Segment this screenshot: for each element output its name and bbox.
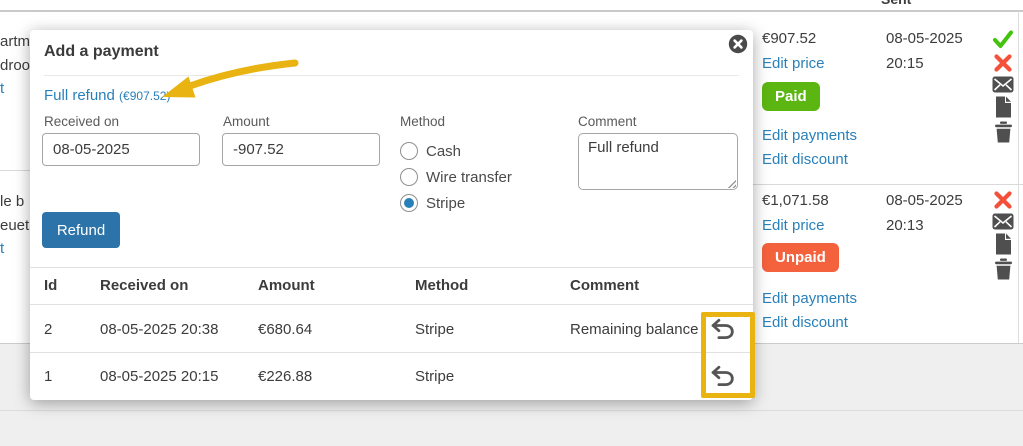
row-actions (992, 190, 1014, 280)
cancel-x-icon[interactable] (993, 53, 1013, 73)
row-actions (992, 28, 1014, 143)
radio-label: Cash (426, 142, 462, 160)
price-value: €1,071.58 (762, 192, 829, 209)
col-header-id: Id (44, 277, 58, 294)
cell-method: Stripe (415, 368, 455, 385)
sent-date: 08-05-2025 (886, 30, 963, 47)
title-divider (44, 75, 739, 76)
full-refund-text: Full refund (44, 87, 115, 104)
bg-link-fragment[interactable]: t (0, 80, 5, 97)
edit-discount-link[interactable]: Edit discount (762, 314, 848, 331)
method-label: Method (400, 114, 446, 129)
bg-link-fragment[interactable]: t (0, 240, 5, 257)
row-separator (753, 184, 1023, 185)
price-value: €907.52 (762, 30, 817, 47)
comment-field-wrap: Full refund (578, 133, 738, 190)
undo-icon (711, 365, 734, 387)
row-separator (0, 170, 30, 171)
email-icon[interactable] (992, 76, 1014, 93)
add-payment-modal: Add a payment Full refund (€907.52) Rece… (30, 30, 753, 400)
column-header-sent: Sent (881, 0, 911, 7)
sent-time: 20:13 (886, 217, 924, 234)
cell-amount: €226.88 (258, 368, 313, 385)
undo-icon (711, 318, 734, 340)
cell-method: Stripe (415, 321, 455, 338)
bg-text-fragment: droo (0, 57, 31, 74)
table-header-border (0, 10, 1023, 12)
comment-textarea[interactable]: Full refund (578, 133, 738, 190)
horizontal-divider (0, 410, 1023, 411)
cell-amount: €680.64 (258, 321, 313, 338)
cell-id: 1 (44, 368, 53, 385)
document-icon[interactable] (993, 233, 1013, 255)
bg-text-fragment: euet (0, 217, 30, 234)
table-border (30, 352, 753, 353)
received-on-input[interactable] (42, 133, 200, 166)
trash-icon[interactable] (994, 121, 1013, 143)
radio-label: Stripe (426, 194, 466, 212)
radio-circle-selected (400, 194, 418, 212)
table-border (30, 267, 753, 268)
refund-button[interactable]: Refund (42, 212, 120, 248)
col-header-method: Method (415, 277, 469, 294)
modal-title: Add a payment (44, 43, 159, 60)
edit-discount-link[interactable]: Edit discount (762, 151, 848, 168)
trash-icon[interactable] (994, 258, 1013, 280)
edit-payments-link[interactable]: Edit payments (762, 127, 858, 144)
radio-stripe[interactable]: Stripe (400, 192, 465, 214)
status-badge: Paid (762, 82, 820, 111)
document-icon[interactable] (993, 96, 1013, 118)
radio-label: Wire transfer (426, 168, 512, 186)
column-border (1018, 11, 1019, 343)
status-badge: Unpaid (762, 243, 839, 272)
comment-label: Comment (578, 114, 637, 129)
cancel-x-icon[interactable] (993, 190, 1013, 210)
cell-comment: Remaining balance (570, 321, 699, 338)
full-refund-link[interactable]: Full refund (€907.52) (44, 87, 170, 104)
table-border (30, 304, 753, 305)
bg-text-fragment: artm (0, 33, 30, 50)
full-refund-amount: (€907.52) (119, 89, 171, 103)
edit-payments-link[interactable]: Edit payments (762, 290, 858, 307)
undo-payment-button[interactable] (708, 363, 738, 391)
col-header-comment: Comment (570, 277, 640, 294)
email-icon[interactable] (992, 213, 1014, 230)
confirm-check-icon[interactable] (992, 28, 1014, 50)
amount-label: Amount (223, 114, 270, 129)
undo-payment-button[interactable] (708, 316, 738, 344)
bg-text-fragment: le b (0, 193, 25, 210)
sent-date: 08-05-2025 (886, 192, 963, 209)
col-header-amount: Amount (258, 277, 315, 294)
cell-received-on: 08-05-2025 20:38 (100, 321, 219, 338)
amount-input[interactable] (222, 133, 380, 166)
radio-wire-transfer[interactable]: Wire transfer (400, 166, 512, 188)
close-icon[interactable] (728, 34, 748, 54)
radio-circle (400, 142, 418, 160)
received-on-label: Received on (44, 114, 120, 129)
edit-price-link[interactable]: Edit price (762, 217, 825, 234)
col-header-received-on: Received on (100, 277, 189, 294)
cell-received-on: 08-05-2025 20:15 (100, 368, 219, 385)
radio-circle (400, 168, 418, 186)
sent-time: 20:15 (886, 55, 924, 72)
edit-price-link[interactable]: Edit price (762, 55, 825, 72)
cell-id: 2 (44, 321, 53, 338)
radio-cash[interactable]: Cash (400, 140, 461, 162)
